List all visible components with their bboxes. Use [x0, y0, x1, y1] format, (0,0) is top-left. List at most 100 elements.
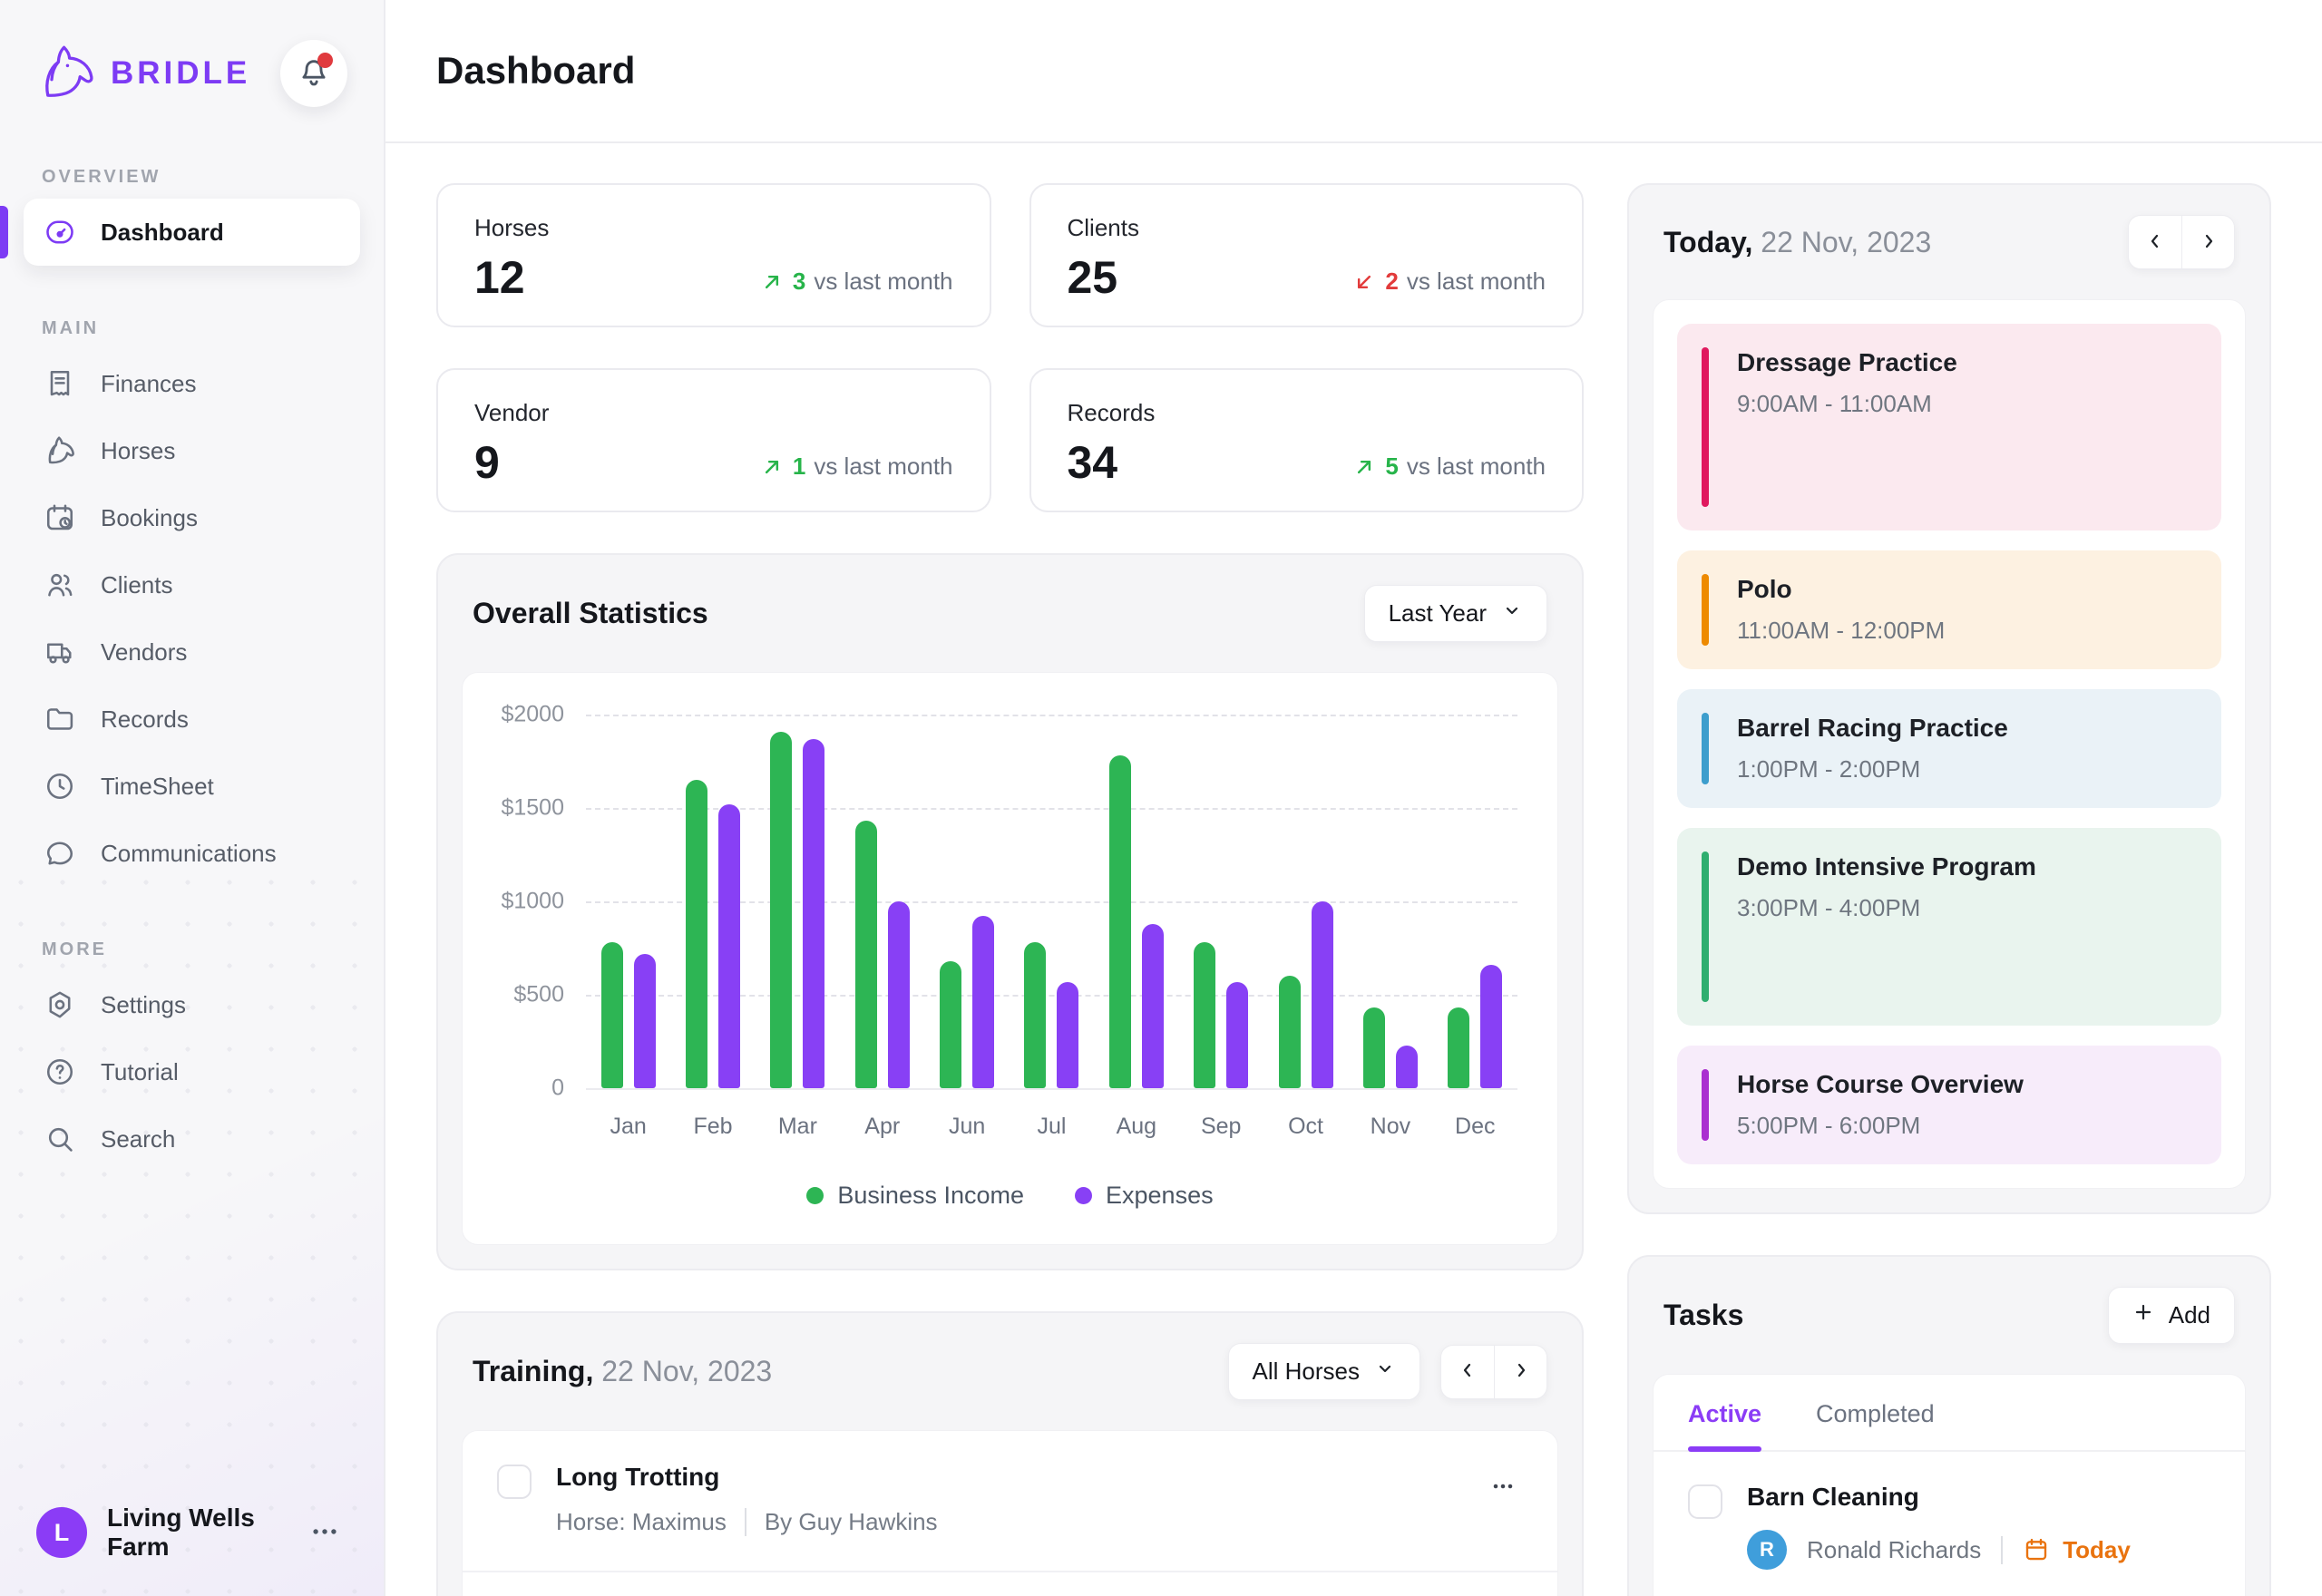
more-dots-icon	[1488, 1490, 1517, 1504]
stat-delta: 5vs last month	[1351, 453, 1546, 485]
sidebar-item-bookings[interactable]: Bookings	[24, 484, 360, 551]
users-icon	[44, 569, 76, 601]
stats-grid: Horses123vs last monthClients252vs last …	[436, 183, 1584, 512]
stat-delta-value: 2	[1385, 268, 1398, 296]
event-demo-intensive-program[interactable]: Demo Intensive Program3:00PM - 4:00PM	[1677, 828, 2221, 1026]
plus-icon	[2132, 1301, 2154, 1329]
training-title-label: Training,	[473, 1355, 593, 1387]
x-tick-jun: Jun	[924, 1114, 1009, 1140]
task-title: Barn Cleaning	[1747, 1483, 2210, 1512]
stat-value: 9	[474, 440, 500, 485]
sidebar-item-label: Horses	[101, 437, 175, 465]
schedule-list: Dressage Practice9:00AM - 11:00AM Polo11:…	[1653, 299, 2246, 1189]
bar-business-income-apr	[855, 821, 877, 1088]
x-tick-nov: Nov	[1348, 1114, 1432, 1140]
training-by: By Guy Hawkins	[745, 1508, 938, 1536]
training-more-button[interactable]	[1483, 1466, 1523, 1509]
training-item-meta: Horse: MaximusBy Guy Hawkins	[556, 1508, 1459, 1536]
sidebar-item-tutorial[interactable]: Tutorial	[24, 1038, 360, 1105]
bar-expenses-feb	[718, 804, 740, 1088]
horses-filter-dropdown[interactable]: All Horses	[1228, 1343, 1420, 1400]
sidebar-item-label: Communications	[101, 840, 277, 868]
stat-card-clients: Clients252vs last month	[1029, 183, 1585, 327]
y-tick: $2000	[501, 702, 564, 728]
bar-business-income-sep	[1194, 942, 1215, 1088]
sidebar: BRIDLE OVERVIEWDashboardMAINFinancesHors…	[0, 0, 385, 1596]
side-column: Today, 22 Nov, 2023 Dressage Pra	[1627, 183, 2271, 1596]
training-checkbox[interactable]	[497, 1465, 532, 1499]
tasks-body: Active Completed Barn CleaningRRonald Ric…	[1653, 1374, 2246, 1596]
event-time: 11:00AM - 12:00PM	[1737, 617, 2194, 645]
training-date: 22 Nov, 2023	[601, 1355, 772, 1387]
sidebar-item-communications[interactable]: Communications	[24, 820, 360, 887]
event-barrel-racing-practice[interactable]: Barrel Racing Practice1:00PM - 2:00PM	[1677, 689, 2221, 808]
bar-business-income-jan	[601, 942, 623, 1088]
stat-value: 34	[1068, 440, 1118, 485]
stat-value: 25	[1068, 255, 1118, 300]
sidebar-item-settings[interactable]: Settings	[24, 971, 360, 1038]
trend-up-icon	[1351, 454, 1377, 480]
training-pager	[1440, 1345, 1547, 1399]
chart-x-axis: JanFebMarAprJunJulAugSepOctNovDec	[586, 1114, 1517, 1140]
stat-label: Horses	[474, 214, 953, 242]
sidebar-item-records[interactable]: Records	[24, 686, 360, 753]
bar-group-sep	[1179, 715, 1263, 1088]
stat-label: Clients	[1068, 214, 1546, 242]
sidebar-item-finances[interactable]: Finances	[24, 350, 360, 417]
folder-icon	[44, 703, 76, 735]
more-dots-icon	[309, 1536, 340, 1550]
tab-active[interactable]: Active	[1688, 1400, 1761, 1450]
sidebar-item-clients[interactable]: Clients	[24, 551, 360, 618]
event-horse-course-overview[interactable]: Horse Course Overview 5:00PM - 6:00PM	[1677, 1046, 2221, 1164]
content: Horses123vs last monthClients252vs last …	[385, 143, 2322, 1596]
stat-row: 252vs last month	[1068, 255, 1546, 300]
workspace-name: Living Wells Farm	[107, 1504, 282, 1562]
task-checkbox[interactable]	[1688, 1484, 1722, 1519]
bar-group-feb	[670, 715, 755, 1088]
bar-business-income-oct	[1279, 976, 1301, 1088]
trend-down-icon	[1351, 269, 1377, 295]
page-title: Dashboard	[436, 49, 635, 92]
notification-dot	[317, 53, 333, 68]
training-item-body: Long TrottingHorse: MaximusBy Guy Hawkin…	[556, 1463, 1459, 1536]
training-prev-button[interactable]	[1441, 1346, 1494, 1398]
sidebar-item-timesheet[interactable]: TimeSheet	[24, 753, 360, 820]
today-prev-button[interactable]	[2129, 216, 2181, 268]
stat-delta-value: 3	[793, 268, 805, 296]
bar-expenses-apr	[888, 901, 910, 1088]
sidebar-item-search[interactable]: Search	[24, 1105, 360, 1173]
event-title: Horse Course Overview	[1737, 1070, 2194, 1099]
y-tick: $500	[513, 982, 564, 1008]
notifications-button[interactable]	[280, 40, 347, 107]
bar-business-income-jun	[940, 961, 961, 1088]
sidebar-item-vendors[interactable]: Vendors	[24, 618, 360, 686]
legend-dot	[806, 1187, 824, 1204]
nav-section-label-overview: OVERVIEW	[42, 167, 347, 188]
tab-completed[interactable]: Completed	[1816, 1400, 1935, 1450]
stat-card-vendor: Vendor91vs last month	[436, 368, 991, 512]
bar-expenses-dec	[1480, 965, 1502, 1088]
training-next-button[interactable]	[1494, 1346, 1546, 1398]
training-list: Long TrottingHorse: MaximusBy Guy Hawkin…	[462, 1430, 1558, 1596]
tasks-tabs: Active Completed	[1654, 1375, 2245, 1452]
task-item-barn-cleaning: Barn CleaningRRonald RichardsToday	[1654, 1452, 2245, 1596]
horses-filter-value: All Horses	[1253, 1358, 1360, 1386]
event-time: 5:00PM - 6:00PM	[1737, 1112, 2194, 1140]
bar-expenses-sep	[1226, 982, 1248, 1088]
workspace-row[interactable]: L Living Wells Farm	[36, 1504, 347, 1562]
add-task-button[interactable]: Add	[2108, 1287, 2235, 1344]
training-item-long-trotting: Long TrottingHorse: MaximusBy Guy Hawkin…	[463, 1431, 1557, 1571]
dashboard-icon	[44, 216, 76, 248]
sidebar-item-horses[interactable]: Horses	[24, 417, 360, 484]
chart-legend: Business IncomeExpenses	[502, 1182, 1517, 1213]
sidebar-item-label: Bookings	[101, 504, 198, 532]
today-next-button[interactable]	[2181, 216, 2234, 268]
legend-item-business-income: Business Income	[806, 1182, 1024, 1210]
workspace-more-button[interactable]	[302, 1509, 347, 1557]
chart-range-dropdown[interactable]: Last Year	[1364, 585, 1547, 642]
event-dressage-practice[interactable]: Dressage Practice9:00AM - 11:00AM	[1677, 324, 2221, 530]
task-due-label: Today	[2063, 1536, 2131, 1564]
event-polo[interactable]: Polo11:00AM - 12:00PM	[1677, 550, 2221, 669]
sidebar-item-dashboard[interactable]: Dashboard	[24, 199, 360, 266]
receipt-icon	[44, 367, 76, 400]
